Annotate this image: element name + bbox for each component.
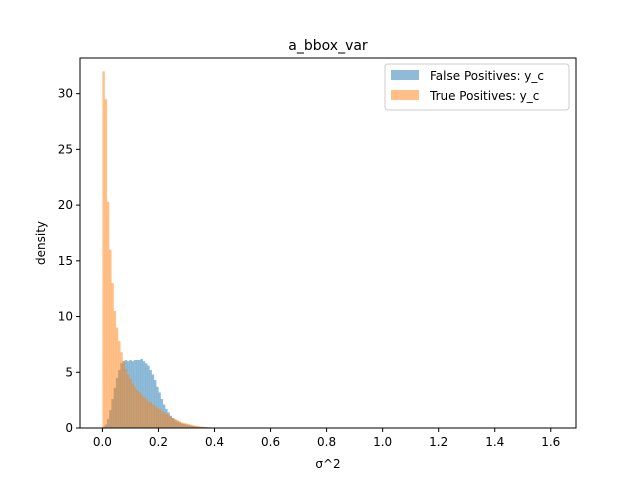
histogram-bar — [176, 420, 179, 428]
histogram-bar — [174, 419, 177, 428]
histogram-bar — [129, 378, 132, 428]
x-tick-label: 1.4 — [485, 435, 504, 449]
histogram-bar — [136, 390, 139, 428]
y-axis: 0 5 10 15 20 25 30 — [58, 87, 80, 435]
histogram-bar — [180, 422, 184, 428]
chart-title: a_bbox_var — [288, 38, 368, 54]
histogram-bar — [192, 425, 195, 428]
x-axis-label: σ^2 — [315, 457, 340, 471]
histogram-bar — [149, 370, 152, 428]
histogram-bar — [167, 414, 170, 428]
histogram-bar — [185, 423, 188, 428]
histogram-bar — [156, 386, 159, 428]
histogram-bar — [133, 386, 137, 428]
legend-label-true-positives: True Positives: y_c — [429, 89, 539, 103]
y-tick-label: 30 — [58, 87, 73, 101]
histogram-bar — [127, 374, 130, 428]
x-tick-label: 1.6 — [541, 435, 560, 449]
histogram-bar — [118, 341, 121, 428]
histogram-bar — [140, 358, 143, 428]
histogram-bar — [142, 361, 146, 428]
histogram-bar — [153, 380, 157, 428]
histogram-bar — [201, 426, 204, 428]
histogram-bar — [160, 411, 164, 428]
histogram-bar — [189, 424, 193, 428]
y-tick-label: 15 — [58, 254, 73, 268]
x-tick-label: 1.2 — [429, 435, 448, 449]
histogram-bar — [151, 374, 155, 428]
histogram-bar — [187, 424, 190, 428]
histogram-bar — [183, 422, 186, 428]
histogram-bar — [151, 404, 155, 428]
histogram-bar — [165, 413, 168, 428]
y-axis-label: density — [34, 221, 48, 265]
histogram-bar — [203, 426, 206, 428]
y-tick-label: 10 — [58, 310, 73, 324]
x-tick-label: 0.6 — [261, 435, 280, 449]
x-tick-label: 0.4 — [205, 435, 224, 449]
x-tick-label: 1.0 — [373, 435, 392, 449]
histogram-bar — [138, 392, 141, 428]
x-axis: 0.0 0.2 0.4 0.6 0.8 1.0 1.2 1.4 1.6 — [93, 428, 560, 449]
legend: False Positives: y_c True Positives: y_c — [384, 63, 570, 111]
histogram-bar — [106, 201, 110, 428]
histogram-bar — [131, 383, 134, 428]
histogram-bar — [124, 368, 128, 428]
histogram-bar — [140, 394, 143, 428]
legend-frame — [384, 63, 570, 111]
histogram-bar — [162, 412, 166, 428]
histogram-bar — [142, 396, 146, 428]
histogram-bar — [111, 283, 114, 428]
x-tick-label: 0.2 — [149, 435, 168, 449]
y-tick-label: 5 — [65, 365, 73, 379]
legend-label-false-positives: False Positives: y_c — [430, 69, 544, 83]
histogram-bar — [196, 426, 199, 428]
histogram-bar — [178, 421, 182, 428]
histogram-bar — [109, 249, 112, 428]
histogram-bar — [147, 365, 150, 428]
histogram-bar — [115, 327, 119, 428]
histogram-bar — [156, 407, 159, 428]
histogram-bar — [169, 416, 173, 428]
series-1-bars — [102, 71, 226, 429]
histogram-bar — [147, 401, 150, 428]
histogram-bar — [145, 399, 148, 428]
x-tick-label: 0.8 — [317, 435, 336, 449]
histogram-bar — [120, 352, 123, 428]
y-tick-label: 20 — [58, 198, 73, 212]
plot-area — [102, 71, 558, 429]
legend-swatch-false-positives — [391, 70, 419, 80]
histogram-bar — [153, 405, 157, 428]
histogram-bar — [122, 361, 125, 428]
legend-swatch-true-positives — [391, 90, 419, 100]
histogram-bar — [171, 417, 175, 428]
axes-frame — [79, 57, 577, 429]
histogram-bar — [198, 426, 202, 428]
y-tick-label: 25 — [58, 142, 73, 156]
histogram-bar — [102, 71, 105, 429]
histogram-bar — [104, 99, 108, 428]
x-tick-label: 0.0 — [93, 435, 112, 449]
y-tick-label: 0 — [65, 421, 73, 435]
histogram-bar — [158, 409, 161, 428]
histogram-bar — [145, 363, 148, 428]
histogram-bar — [194, 425, 197, 428]
histogram-bar — [149, 402, 152, 428]
histogram-bar — [113, 310, 117, 428]
